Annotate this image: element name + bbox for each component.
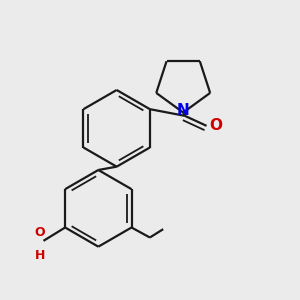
- Text: N: N: [177, 103, 190, 118]
- Text: H: H: [35, 249, 45, 262]
- Text: O: O: [35, 226, 45, 239]
- Text: O: O: [209, 118, 222, 133]
